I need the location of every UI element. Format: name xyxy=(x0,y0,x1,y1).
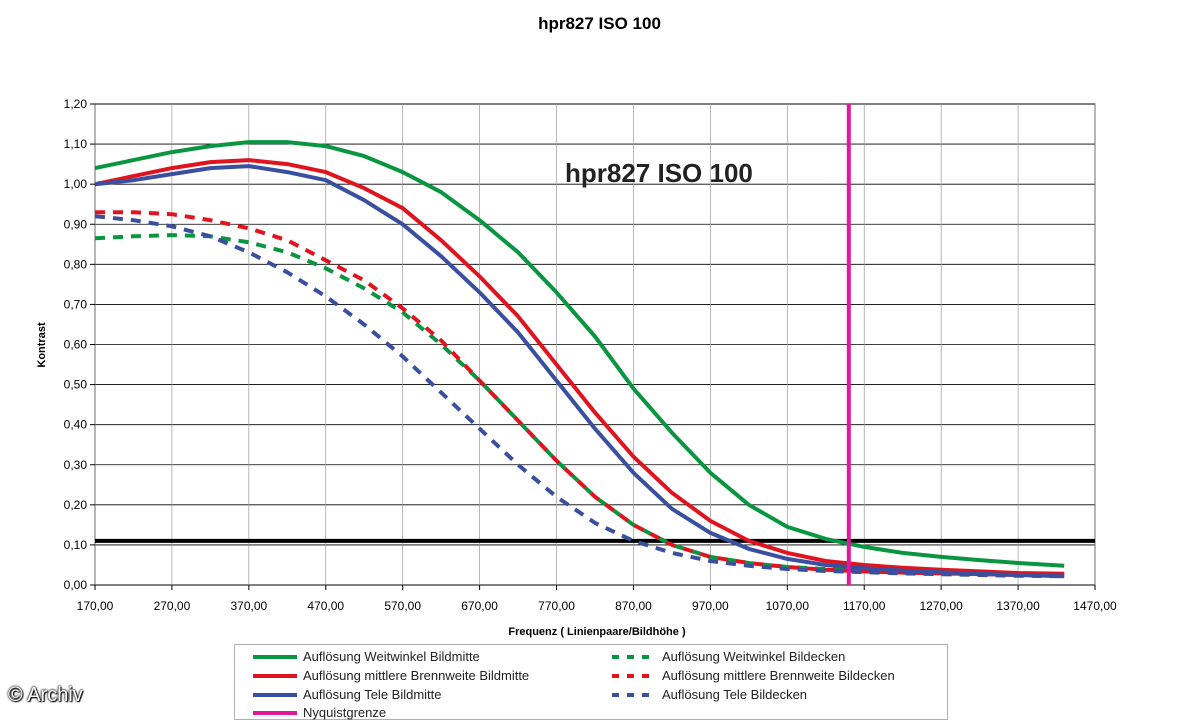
legend-swatch xyxy=(253,654,297,659)
chart-annotation: hpr827 ISO 100 xyxy=(565,158,753,188)
x-tick-label: 1470,00 xyxy=(1073,599,1117,613)
y-tick-label: 0,90 xyxy=(64,217,88,231)
legend-item: Auflösung mittlere Brennweite Bildmitte xyxy=(251,666,529,685)
legend-item: Auflösung Weitwinkel Bildmitte xyxy=(251,647,480,666)
y-tick-label: 1,10 xyxy=(64,137,88,151)
copyright-watermark: © Archiv xyxy=(8,684,83,706)
legend-swatch xyxy=(253,673,297,678)
x-tick-label: 1170,00 xyxy=(843,599,886,613)
legend-label: Nyquistgrenze xyxy=(303,705,387,720)
x-tick-label: 770,00 xyxy=(538,599,575,613)
x-tick-label: 1270,00 xyxy=(919,599,963,613)
legend-label: Auflösung Tele Bildmitte xyxy=(303,687,442,702)
legend-item: Auflösung Tele Bildmitte xyxy=(251,685,442,704)
legend-item: Auflösung Weitwinkel Bildecken xyxy=(610,647,845,666)
legend-label: Auflösung Weitwinkel Bildmitte xyxy=(303,649,480,664)
y-tick-label: 0,80 xyxy=(64,257,88,271)
y-tick-label: 0,20 xyxy=(64,498,88,512)
legend-label: Auflösung Weitwinkel Bildecken xyxy=(662,649,846,664)
x-tick-label: 270,00 xyxy=(154,599,191,613)
legend-item: Auflösung Tele Bildecken xyxy=(610,685,807,704)
x-tick-label: 670,00 xyxy=(461,599,498,613)
y-tick-label: 0,10 xyxy=(64,538,88,552)
legend-swatch xyxy=(253,710,297,715)
chart-legend: Auflösung Weitwinkel Bildmitte Auflösung … xyxy=(234,644,948,720)
x-tick-label: 570,00 xyxy=(384,599,421,613)
y-tick-label: 1,20 xyxy=(64,97,88,111)
legend-label: Auflösung Tele Bildecken xyxy=(662,687,808,702)
y-tick-label: 0,30 xyxy=(64,458,88,472)
x-tick-label: 970,00 xyxy=(692,599,729,613)
legend-swatch xyxy=(612,654,656,659)
legend-swatch xyxy=(612,692,656,697)
y-tick-label: 0,40 xyxy=(64,418,88,432)
x-tick-label: 370,00 xyxy=(230,599,267,613)
x-axis-label: Frequenz ( Linienpaare/Bildhöhe ) xyxy=(508,626,686,638)
legend-label: Auflösung mittlere Brennweite Bildmitte xyxy=(303,668,530,683)
series-line-aufl-sung-weitwinkel-bildmitte xyxy=(94,140,1065,568)
y-axis-label: Kontrast xyxy=(36,322,48,368)
x-tick-label: 870,00 xyxy=(615,599,652,613)
legend-label: Auflösung mittlere Brennweite Bildecken xyxy=(662,668,895,683)
y-tick-label: 0,00 xyxy=(64,578,88,592)
series-line-aufl-sung-mittlere-brennweite-bildmitte xyxy=(94,158,1065,576)
x-tick-label: 1370,00 xyxy=(996,599,1040,613)
series-line-aufl-sung-tele-bildmitte xyxy=(94,164,1065,579)
x-tick-label: 1070,00 xyxy=(766,599,810,613)
legend-swatch xyxy=(253,692,297,697)
legend-item: Nyquistgrenze xyxy=(251,703,386,722)
y-tick-label: 0,50 xyxy=(64,378,88,392)
series-line-aufl-sung-tele-bildecken xyxy=(94,214,1065,579)
legend-item: Auflösung mittlere Brennweite Bildecken xyxy=(610,666,895,685)
chart-title: hpr827 ISO 100 xyxy=(538,14,661,33)
x-tick-label: 170,00 xyxy=(77,599,114,613)
legend-swatch xyxy=(612,673,656,678)
y-tick-label: 0,60 xyxy=(64,338,88,352)
x-tick-label: 470,00 xyxy=(307,599,344,613)
y-tick-label: 1,00 xyxy=(64,177,88,191)
y-tick-label: 0,70 xyxy=(64,297,88,311)
line-chart: 0,00 0,10 0,20 0,30 0,40 0,50 0,60 0,70 0,80 0,90… xyxy=(36,97,1117,638)
